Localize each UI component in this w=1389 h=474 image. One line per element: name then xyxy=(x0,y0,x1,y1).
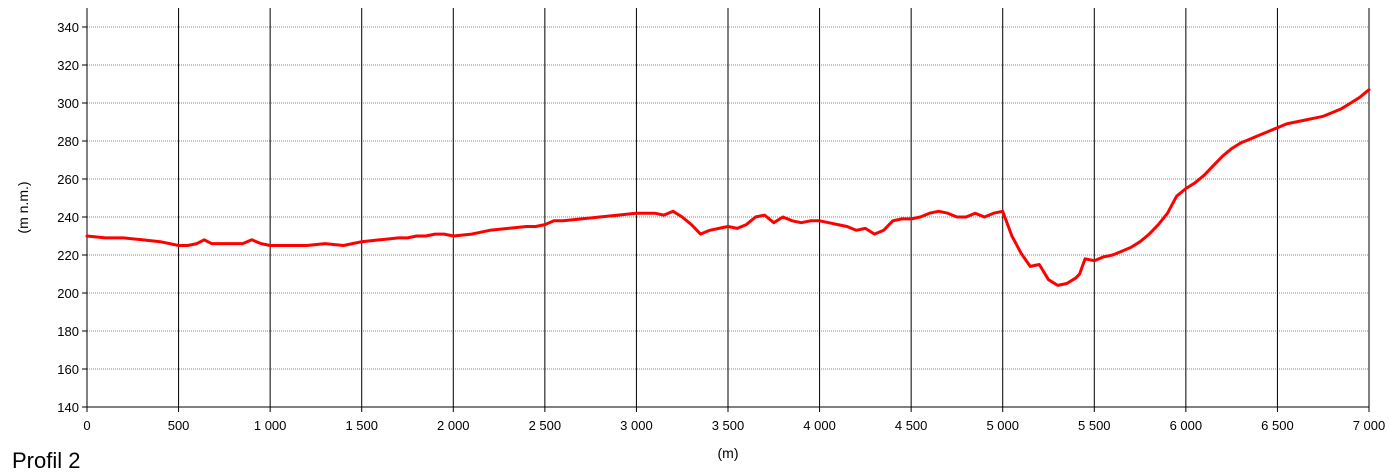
x-tick-label: 4 000 xyxy=(803,418,836,433)
vertical-gridlines xyxy=(178,8,1370,407)
x-tick-label: 500 xyxy=(168,418,190,433)
x-axis-label: (m) xyxy=(718,445,739,461)
x-tick-label: 5 000 xyxy=(986,418,1019,433)
x-tick-label: 3 500 xyxy=(712,418,745,433)
x-tick-label: 6 000 xyxy=(1170,418,1203,433)
y-tick-label: 260 xyxy=(57,172,79,187)
x-tick-label: 1 500 xyxy=(345,418,378,433)
y-tick-label: 180 xyxy=(57,324,79,339)
x-tick-label: 0 xyxy=(83,418,90,433)
y-tick-label: 340 xyxy=(57,20,79,35)
y-axis-tick-labels: 140 160 180 200 220 240 260 280 300 320 340 xyxy=(57,20,79,415)
y-axis-label: (m n.m.) xyxy=(15,181,31,233)
x-tick-label: 1 000 xyxy=(254,418,287,433)
x-tick-label: 3 000 xyxy=(620,418,653,433)
y-tick-label: 140 xyxy=(57,400,79,415)
x-tick-label: 2 000 xyxy=(437,418,470,433)
x-tick-label: 5 500 xyxy=(1078,418,1111,433)
x-axis-tick-labels: 0 500 1 000 1 500 2 000 2 500 3 000 3 500 4 000 4… xyxy=(83,418,1385,433)
chart-caption: Profil 2 xyxy=(12,448,81,473)
y-tick-label: 300 xyxy=(57,96,79,111)
y-tick-label: 280 xyxy=(57,134,79,149)
y-tick-label: 160 xyxy=(57,362,79,377)
x-tick-label: 6 500 xyxy=(1261,418,1294,433)
y-tick-label: 200 xyxy=(57,286,79,301)
y-tick-label: 240 xyxy=(57,210,79,225)
elevation-series xyxy=(85,88,1371,287)
elevation-line xyxy=(85,88,1371,287)
x-tick-label: 2 500 xyxy=(529,418,562,433)
y-tick-label: 220 xyxy=(57,248,79,263)
chart-axes xyxy=(82,8,1370,412)
y-tick-label: 320 xyxy=(57,58,79,73)
x-tick-label: 7 000 xyxy=(1353,418,1386,433)
x-tick-label: 4 500 xyxy=(895,418,928,433)
